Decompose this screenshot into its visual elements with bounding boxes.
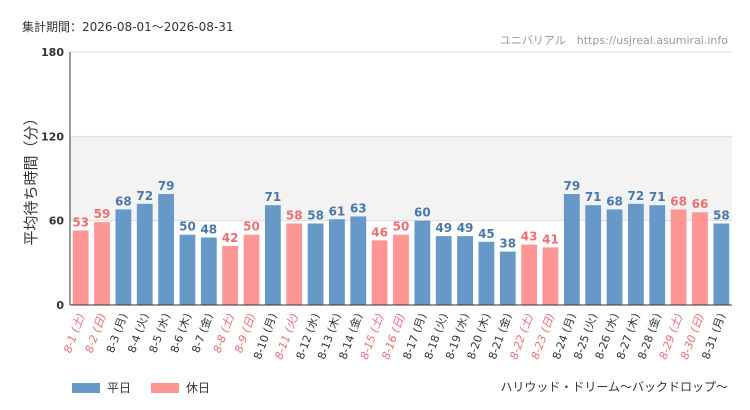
value-label: 72	[628, 189, 645, 203]
shaded-band	[70, 136, 732, 221]
legend-swatch-holiday	[151, 382, 180, 393]
value-label: 58	[286, 208, 303, 222]
bar	[457, 236, 473, 305]
bar	[606, 209, 623, 305]
y-tick-labels: 0 60 120 180	[41, 46, 64, 312]
value-label: 71	[265, 190, 282, 204]
value-label: 49	[457, 221, 474, 235]
bar	[264, 205, 281, 305]
value-label: 41	[542, 232, 559, 246]
legend-label-holiday: 休日	[186, 381, 211, 395]
value-label: 58	[307, 208, 324, 222]
value-label: 61	[329, 204, 346, 218]
value-label: 49	[435, 221, 452, 235]
bar	[179, 234, 196, 305]
value-labels: 53 59 68 72 79 50 48 42 50 71 58 58 61 63 46 50 60 49 49 45…	[72, 179, 729, 251]
value-label: 50	[179, 220, 196, 234]
value-label: 68	[115, 194, 132, 208]
bar	[521, 244, 538, 305]
legend-item-holiday: 休日	[151, 379, 210, 396]
value-label: 46	[371, 225, 388, 239]
bar	[371, 240, 388, 305]
value-label: 38	[499, 237, 516, 251]
value-label: 58	[713, 208, 730, 222]
value-label: 71	[585, 190, 602, 204]
y-tick-label: 0	[56, 299, 64, 312]
bar	[94, 222, 110, 305]
bar	[499, 251, 516, 305]
bar	[393, 234, 409, 305]
bar	[222, 245, 239, 305]
value-label: 79	[158, 179, 175, 193]
bar	[329, 219, 345, 305]
shaded-band-rect	[70, 136, 732, 221]
y-tick-label: 120	[41, 130, 64, 143]
y-tick-label: 60	[49, 215, 65, 228]
bar	[350, 216, 367, 305]
period-label: 集計期間：2026-08-01～2026-08-31	[22, 20, 234, 34]
y-axis-label: 平均待ち時間（分）	[22, 110, 40, 245]
bar	[585, 205, 602, 305]
bars	[72, 193, 730, 305]
bar	[649, 205, 666, 305]
value-label: 48	[200, 223, 217, 237]
bar	[115, 209, 132, 305]
bar	[72, 230, 89, 305]
x-tick-labels: 8-1 (土)8-2 (日)8-3 (月)8-4 (火)8-5 (水)8-6 (…	[61, 311, 728, 361]
legend-item-weekday: 平日	[72, 379, 131, 396]
bar	[158, 193, 174, 305]
value-label: 68	[606, 194, 623, 208]
value-label: 72	[136, 189, 153, 203]
value-label: 59	[94, 207, 111, 221]
source-label: ユニバリアル https://usjreal.asumirai.info	[499, 34, 728, 47]
bar	[670, 209, 687, 305]
legend-label-weekday: 平日	[107, 381, 132, 395]
value-label: 71	[649, 190, 666, 204]
bar	[307, 223, 324, 305]
bar	[200, 237, 217, 305]
bar	[136, 203, 153, 305]
bar	[692, 212, 708, 305]
attraction-name: ハリウッド・ドリーム～バックドロップ～	[500, 380, 728, 394]
bar	[563, 193, 580, 305]
axes	[69, 52, 732, 306]
y-tick-label: 180	[41, 46, 64, 59]
value-label: 50	[393, 220, 410, 234]
bar	[435, 236, 452, 305]
value-label: 60	[414, 206, 431, 220]
value-label: 53	[72, 216, 89, 230]
bar	[243, 234, 260, 305]
bar	[713, 223, 730, 305]
bar	[414, 220, 431, 305]
legend-swatch-weekday	[72, 382, 100, 393]
bar	[478, 241, 495, 305]
value-label: 45	[478, 227, 495, 241]
bar	[628, 203, 644, 305]
value-label: 79	[563, 179, 580, 193]
value-label: 66	[692, 197, 709, 211]
legend: 平日 休日	[72, 379, 230, 396]
value-label: 43	[521, 230, 538, 244]
value-label: 50	[243, 220, 260, 234]
value-label: 42	[222, 231, 239, 245]
bar	[542, 247, 559, 305]
value-label: 63	[350, 201, 367, 215]
value-label: 68	[670, 194, 687, 208]
bar	[286, 223, 303, 305]
